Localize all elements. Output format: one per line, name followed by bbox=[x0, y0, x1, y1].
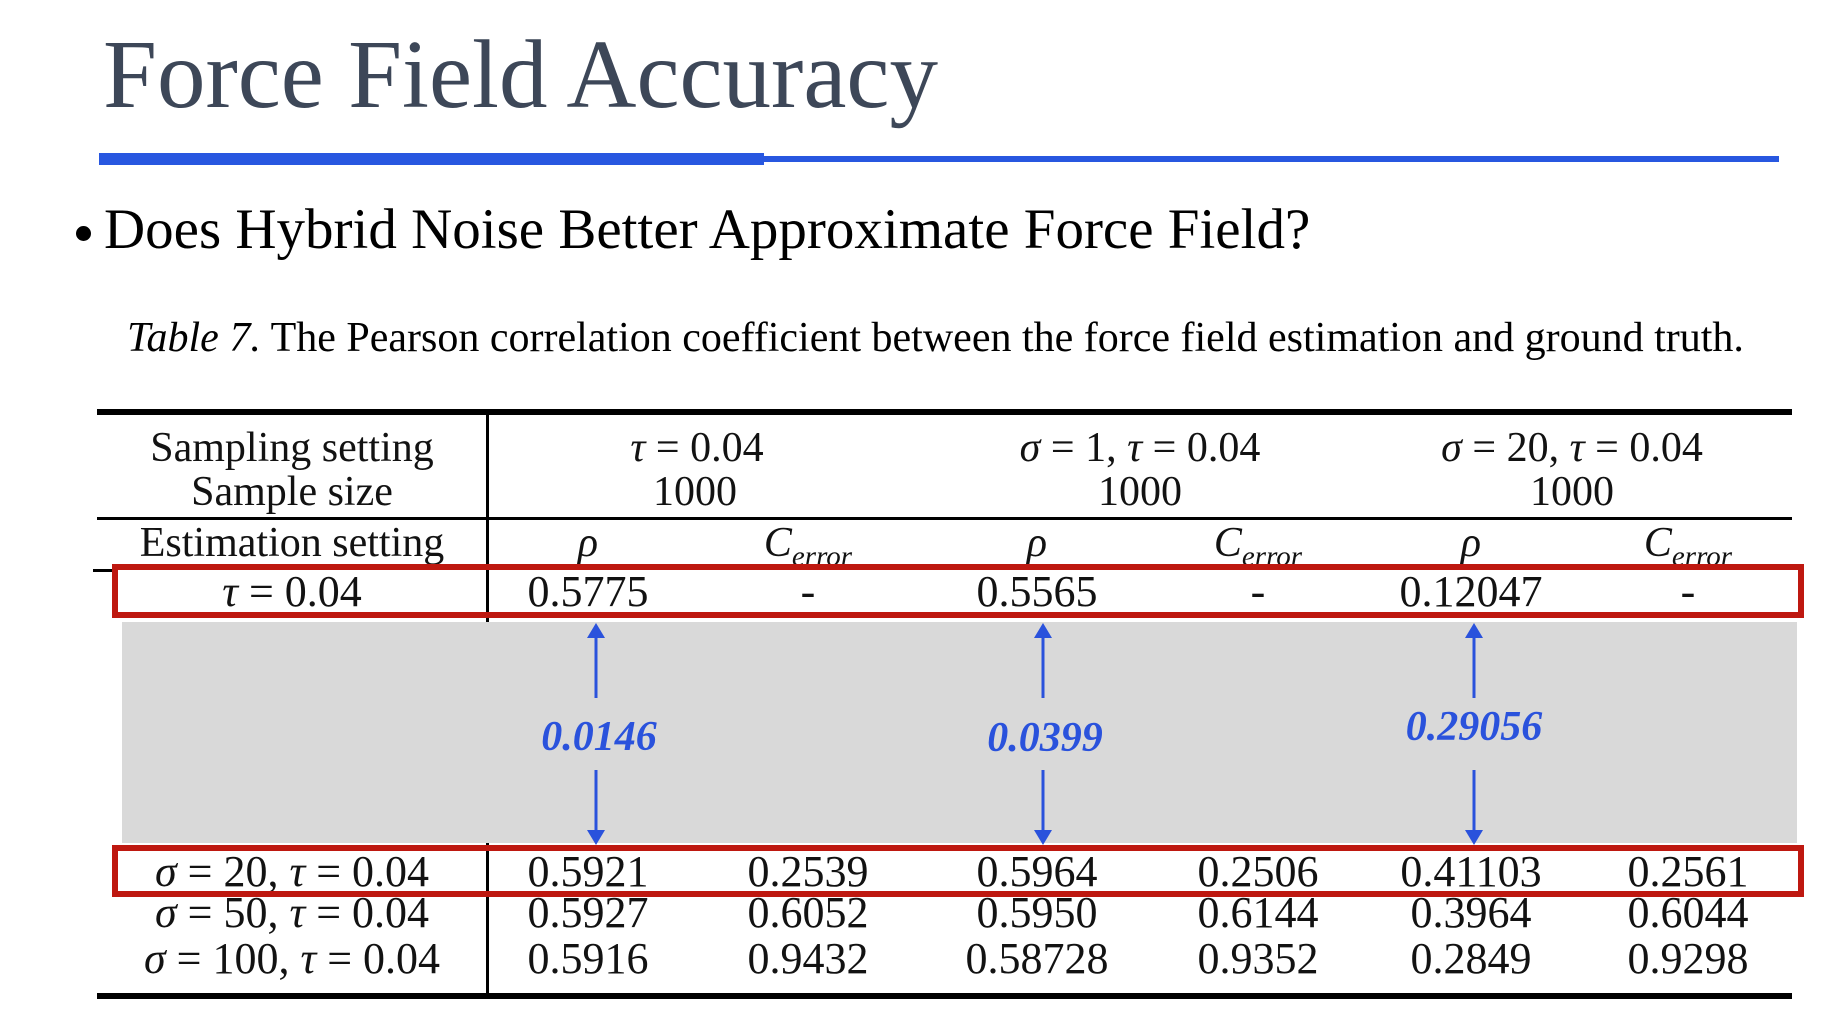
row-2-rho-1: 0.5921 bbox=[527, 847, 649, 896]
delta-arrow-down-3-shaft bbox=[1472, 770, 1476, 832]
page-title: Force Field Accuracy bbox=[103, 21, 938, 128]
header-group-3-setting: σ = 20, τ = 0.04 bbox=[1441, 425, 1703, 471]
delta-arrow-down-3 bbox=[1465, 830, 1483, 845]
row-1-rho-2: 0.5565 bbox=[976, 567, 1098, 616]
delta-value-2: 0.0399 bbox=[987, 715, 1103, 761]
table-caption: Table 7. The Pearson correlation coeffic… bbox=[127, 314, 1744, 362]
row-1-cerror-2: - bbox=[1250, 567, 1266, 616]
delta-arrow-down-2-shaft bbox=[1041, 770, 1045, 832]
delta-arrow-up-3 bbox=[1465, 623, 1483, 638]
row-1-rho-3: 0.12047 bbox=[1399, 567, 1543, 616]
row-1-cerror-3: - bbox=[1680, 567, 1696, 616]
row-2-cerror-3: 0.2561 bbox=[1627, 847, 1749, 896]
delta-arrow-down-1 bbox=[587, 830, 605, 845]
row-2-label: σ = 20, τ = 0.04 bbox=[154, 847, 430, 896]
delta-arrow-up-2-shaft bbox=[1041, 636, 1045, 698]
row-4-rho-3: 0.2849 bbox=[1410, 934, 1532, 983]
row-1-rho-1: 0.5775 bbox=[527, 567, 649, 616]
table-bottom-rule bbox=[97, 993, 1792, 999]
delta-arrow-up-3-shaft bbox=[1472, 636, 1476, 698]
row-4-rho-2: 0.58728 bbox=[965, 934, 1109, 983]
highlight-box-row-1 bbox=[112, 564, 1804, 618]
bullet-marker bbox=[76, 226, 91, 241]
delta-arrow-up-1-shaft bbox=[594, 636, 598, 698]
header-group-1-setting: τ = 0.04 bbox=[630, 425, 764, 471]
delta-value-3: 0.29056 bbox=[1405, 704, 1543, 750]
row-2-rho-2: 0.5964 bbox=[976, 847, 1098, 896]
title-divider-thick bbox=[99, 153, 764, 165]
row-4-rho-1: 0.5916 bbox=[527, 934, 649, 983]
header-estimation-setting: Estimation setting bbox=[139, 520, 445, 566]
row-2-cerror-1: 0.2539 bbox=[747, 847, 869, 896]
delta-value-1: 0.0146 bbox=[541, 714, 657, 760]
mask-overlay bbox=[122, 622, 1797, 843]
header-group-2-setting: σ = 1, τ = 0.04 bbox=[1019, 425, 1261, 471]
delta-arrow-up-1 bbox=[587, 623, 605, 638]
row-4-label: σ = 100, τ = 0.04 bbox=[143, 934, 441, 983]
row-1-label: τ = 0.04 bbox=[222, 567, 362, 616]
delta-arrow-down-1-shaft bbox=[594, 770, 598, 832]
header-rho-2: ρ bbox=[1026, 520, 1048, 566]
header-cerror-1: Cerror bbox=[763, 520, 853, 573]
header-group-1-size: 1000 bbox=[653, 469, 737, 515]
table-caption-text: The Pearson correlation coefficient betw… bbox=[270, 315, 1744, 361]
header-sampling-setting: Sampling setting bbox=[150, 425, 434, 471]
row-2-rho-3: 0.41103 bbox=[1400, 847, 1542, 896]
highlight-box-row-2 bbox=[112, 845, 1804, 897]
header-rho-1: ρ bbox=[577, 520, 599, 566]
table-mid-rule bbox=[97, 517, 1792, 520]
row-1-cerror-1: - bbox=[800, 567, 816, 616]
table-caption-label: Table 7. bbox=[127, 315, 261, 361]
row-3-label: σ = 50, τ = 0.04 bbox=[154, 888, 430, 937]
row-4-cerror-1: 0.9432 bbox=[747, 934, 869, 983]
header-group-2-size: 1000 bbox=[1098, 469, 1182, 515]
row-4-cerror-2: 0.9352 bbox=[1197, 934, 1319, 983]
table-header-rule-stub bbox=[93, 569, 115, 572]
delta-arrow-down-2 bbox=[1034, 830, 1052, 845]
header-rho-3: ρ bbox=[1460, 520, 1482, 566]
title-divider-thin bbox=[760, 156, 1779, 162]
table-top-rule bbox=[97, 409, 1792, 415]
delta-arrow-up-2 bbox=[1034, 623, 1052, 638]
row-4-cerror-3: 0.9298 bbox=[1627, 934, 1749, 983]
bullet-question: Does Hybrid Noise Better Approximate For… bbox=[104, 198, 1311, 261]
row-2-cerror-2: 0.2506 bbox=[1197, 847, 1319, 896]
header-group-3-size: 1000 bbox=[1530, 469, 1614, 515]
header-sample-size: Sample size bbox=[191, 469, 393, 515]
